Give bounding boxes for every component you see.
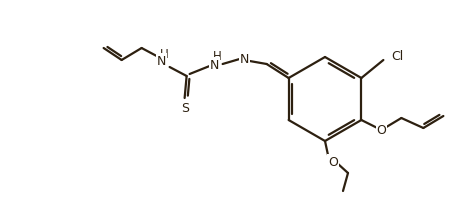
Text: N: N [157, 54, 166, 67]
Text: S: S [181, 101, 189, 114]
Text: O: O [328, 155, 338, 168]
Text: Cl: Cl [391, 49, 404, 62]
Text: H: H [160, 47, 169, 60]
Text: N: N [240, 52, 250, 65]
Text: N: N [210, 58, 219, 71]
Text: O: O [377, 124, 386, 137]
Text: H: H [213, 49, 222, 62]
